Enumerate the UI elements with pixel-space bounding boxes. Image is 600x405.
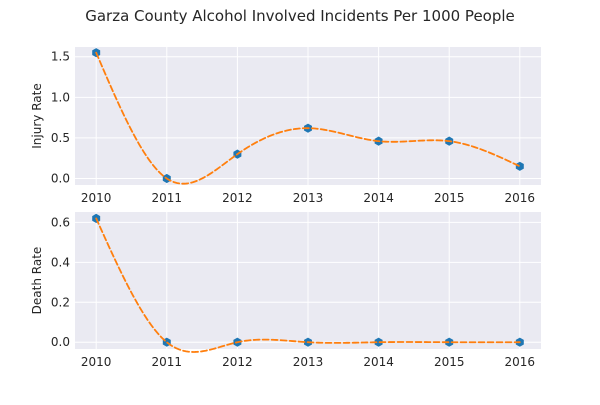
series-line [95, 217, 521, 353]
y-tick-label: 0.6 [51, 215, 70, 229]
x-tick-label: 2010 [81, 355, 112, 369]
y-tick-label: 0.0 [51, 335, 70, 349]
y-tick-label: 0.4 [51, 255, 70, 269]
x-tick-label: 2014 [363, 191, 394, 205]
y-tick-label: 0.2 [51, 295, 70, 309]
x-tick-label: 2016 [505, 355, 536, 369]
panel-1: 2010 2011 2012 2013 2014 2015 2016 0.0 0.5 1.0 1.5… [30, 47, 541, 205]
x-tick-label: 2016 [505, 191, 536, 205]
chart-title: Garza County Alcohol Involved Incidents … [85, 7, 515, 25]
y-tick-label: 1.0 [51, 90, 70, 104]
y-tick-label: 0.5 [51, 131, 70, 145]
y-tick-label: 1.5 [51, 50, 70, 64]
data-point [374, 337, 383, 347]
x-tick-label: 2015 [434, 355, 465, 369]
x-tick-label: 2010 [81, 191, 112, 205]
data-point [515, 161, 524, 171]
series-line [95, 51, 521, 185]
x-tick-label: 2013 [293, 191, 324, 205]
x-tick-label: 2011 [152, 355, 183, 369]
x-tick-label: 2013 [293, 355, 324, 369]
y-tick-label: 0.0 [51, 172, 70, 186]
x-tick-label: 2014 [363, 355, 394, 369]
x-tick-label: 2012 [222, 355, 253, 369]
y-axis-label: Death Rate [30, 247, 44, 315]
x-tick-label: 2015 [434, 191, 465, 205]
x-tick-label: 2012 [222, 191, 253, 205]
y-axis-label: Injury Rate [30, 83, 44, 148]
x-tick-label: 2011 [152, 191, 183, 205]
panel-2: 2010 2011 2012 2013 2014 2015 2016 0.0 0.2 0.4 0.6… [30, 212, 541, 369]
